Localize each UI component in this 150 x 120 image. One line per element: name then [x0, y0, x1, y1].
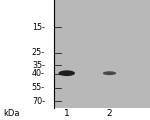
Text: 2: 2	[107, 109, 112, 118]
Text: kDa: kDa	[3, 109, 20, 118]
Text: 55-: 55-	[32, 83, 45, 92]
Text: 70-: 70-	[32, 97, 45, 106]
Text: 40-: 40-	[32, 69, 45, 78]
Ellipse shape	[103, 71, 116, 75]
Ellipse shape	[58, 70, 75, 76]
FancyBboxPatch shape	[54, 0, 150, 108]
Text: 1: 1	[64, 109, 70, 118]
Text: 15-: 15-	[32, 23, 45, 31]
Text: 25-: 25-	[32, 48, 45, 57]
Text: 35-: 35-	[32, 61, 45, 70]
